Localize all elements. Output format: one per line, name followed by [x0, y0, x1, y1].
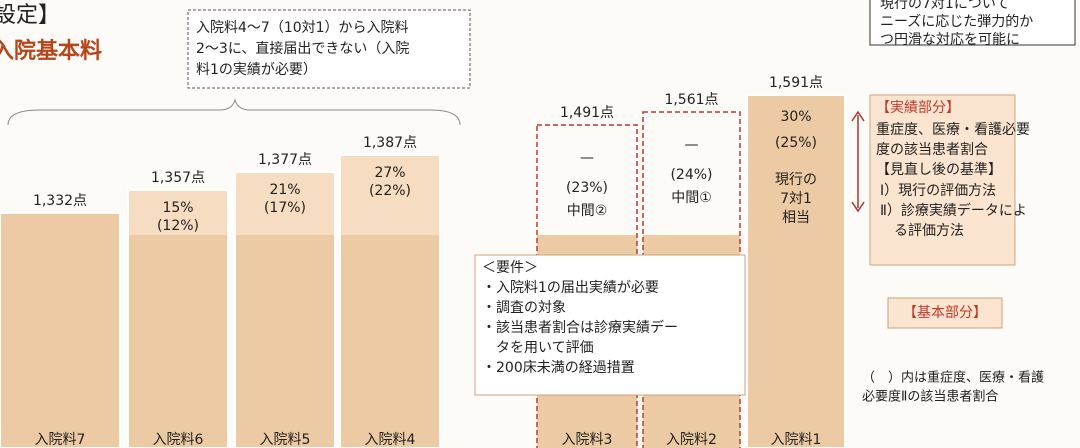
- top-note-line: ニーズに応じた弾力的か: [880, 14, 1033, 30]
- legend-line: 度の該当患者割合: [876, 141, 988, 158]
- points-label: 1,377点: [258, 152, 312, 168]
- callout-line: 料1の実績が必要）: [196, 62, 317, 78]
- pct: 30%: [780, 109, 811, 125]
- legend-line: 重症度、医療・看護必要: [876, 121, 1030, 138]
- points-label: 1,491点: [560, 105, 614, 121]
- bar-top: [748, 96, 844, 235]
- bar: [0, 212, 121, 448]
- top-note-line: 現行の7対1について: [880, 0, 1009, 12]
- bar-note: 中間①: [671, 190, 712, 206]
- top-note-box: [869, 0, 1076, 46]
- pct2: (12%): [157, 218, 199, 234]
- bar-note: 中間②: [567, 203, 608, 219]
- requirement: ＜要件＞: [482, 260, 538, 276]
- legend-line: る評価方法: [880, 223, 964, 239]
- pct2: (25%): [775, 135, 817, 151]
- title: 入院基本料: [0, 38, 102, 64]
- points-label: 1,332点: [33, 193, 87, 209]
- legend-title: 【見直し後の基準】: [876, 161, 1002, 178]
- legend-box: [869, 94, 1016, 266]
- bar-label: 入院料7: [35, 432, 86, 448]
- bar-note: 相当: [782, 210, 810, 226]
- callout-line: 2～3に、直接届出できない（入院: [196, 40, 409, 57]
- bar-note: 7対1: [780, 191, 812, 207]
- pct: 27%: [374, 165, 405, 181]
- requirement: ・該当患者割合は診療実績デー: [482, 319, 678, 336]
- bar-top: [129, 191, 227, 235]
- pct: 21%: [269, 182, 300, 198]
- pct2: (24%): [670, 167, 712, 183]
- requirement: ・入院料1の届出実績が必要: [482, 280, 659, 296]
- pct: 15%: [162, 200, 193, 216]
- bar-label: 入院料1: [771, 432, 822, 448]
- bar-label: 入院料2: [666, 432, 717, 448]
- base-label: 【基本部分】: [903, 304, 987, 321]
- pct2: (22%): [369, 183, 411, 199]
- bar-note: 現行の: [775, 172, 817, 188]
- requirements-box: [474, 254, 746, 396]
- points-label: 1,387点: [363, 135, 417, 151]
- pct: —: [580, 150, 594, 166]
- points-label: 1,357点: [151, 170, 205, 186]
- bar-top: [236, 173, 334, 235]
- section: 設定】: [0, 3, 60, 28]
- legend-title: 【実績部分】: [876, 100, 960, 116]
- top-note-line: つ円滑な対応を可能に: [880, 31, 1020, 48]
- pct: —: [685, 137, 699, 153]
- footnote: 必要度Ⅱの該当患者割合: [862, 389, 998, 405]
- points-label: 1,591点: [769, 75, 823, 91]
- requirement: タを用いて評価: [482, 340, 594, 356]
- callout-line: 入院料4～7（10対1）から入院料: [196, 20, 409, 36]
- bar-label: 入院料3: [562, 432, 613, 448]
- legend-line: Ⅰ）現行の評価方法: [880, 183, 996, 199]
- legend-line: Ⅱ）診療実績データによ: [880, 202, 1027, 219]
- requirement: ・調査の対象: [482, 300, 566, 316]
- pct2: (17%): [264, 200, 306, 216]
- bar-label: 入院料4: [365, 432, 416, 448]
- callout-box: [187, 9, 471, 89]
- footnote: （ ）内は重症度、医療・看護: [862, 370, 1044, 386]
- bar-top: [341, 156, 439, 235]
- base-box: [887, 297, 1003, 329]
- points-label: 1,561点: [664, 92, 718, 108]
- arrow-heads: [851, 110, 865, 213]
- bar-label: 入院料6: [153, 432, 204, 448]
- requirement: ・200床未満の経過措置: [482, 360, 635, 376]
- bar-label: 入院料5: [260, 432, 311, 448]
- brace: [7, 98, 461, 126]
- pct2: (23%): [566, 180, 608, 196]
